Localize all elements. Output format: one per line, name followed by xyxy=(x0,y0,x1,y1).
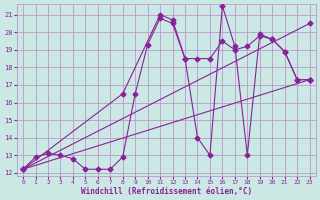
X-axis label: Windchill (Refroidissement éolien,°C): Windchill (Refroidissement éolien,°C) xyxy=(81,187,252,196)
